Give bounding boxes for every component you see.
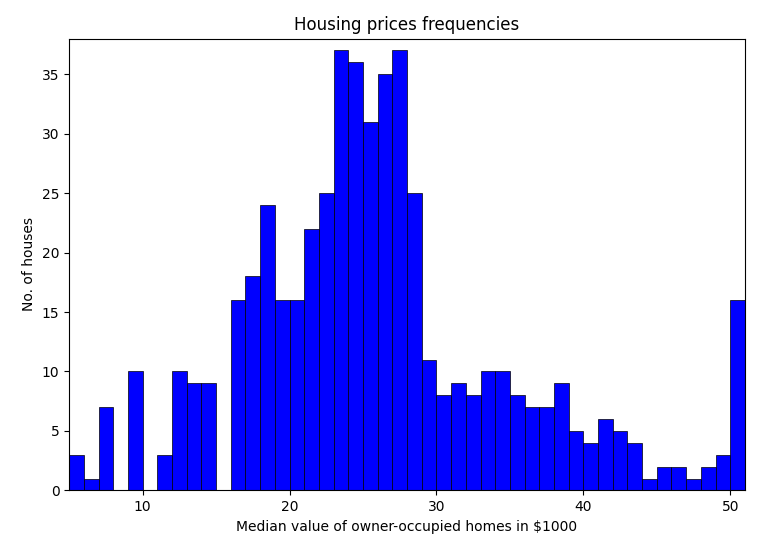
Bar [730, 300, 745, 490]
Bar [304, 229, 319, 490]
Bar [686, 478, 701, 490]
Bar [539, 407, 554, 490]
Bar [69, 455, 84, 490]
Bar [642, 478, 657, 490]
Bar [627, 443, 642, 490]
Bar [598, 419, 613, 490]
Bar [84, 478, 98, 490]
Bar [157, 455, 172, 490]
Bar [128, 371, 143, 490]
Bar [481, 371, 495, 490]
Bar [451, 383, 466, 490]
X-axis label: Median value of owner-occupied homes in $1000: Median value of owner-occupied homes in … [237, 520, 578, 534]
Bar [495, 371, 510, 490]
Bar [422, 360, 436, 490]
Bar [172, 371, 187, 490]
Bar [319, 193, 333, 490]
Bar [363, 122, 378, 490]
Bar [378, 74, 392, 490]
Bar [230, 300, 246, 490]
Bar [98, 407, 113, 490]
Bar [584, 443, 598, 490]
Bar [466, 395, 481, 490]
Bar [701, 467, 716, 490]
Bar [671, 467, 686, 490]
Title: Housing prices frequencies: Housing prices frequencies [294, 16, 520, 34]
Bar [275, 300, 290, 490]
Bar [187, 383, 201, 490]
Bar [657, 467, 671, 490]
Bar [290, 300, 304, 490]
Bar [510, 395, 525, 490]
Bar [246, 277, 260, 490]
Bar [525, 407, 539, 490]
Bar [333, 51, 348, 490]
Bar [436, 395, 451, 490]
Bar [568, 431, 584, 490]
Bar [554, 383, 568, 490]
Bar [348, 62, 363, 490]
Bar [260, 205, 275, 490]
Bar [716, 455, 730, 490]
Bar [407, 193, 422, 490]
Y-axis label: No. of houses: No. of houses [22, 218, 36, 311]
Bar [201, 383, 216, 490]
Bar [613, 431, 627, 490]
Bar [392, 51, 407, 490]
